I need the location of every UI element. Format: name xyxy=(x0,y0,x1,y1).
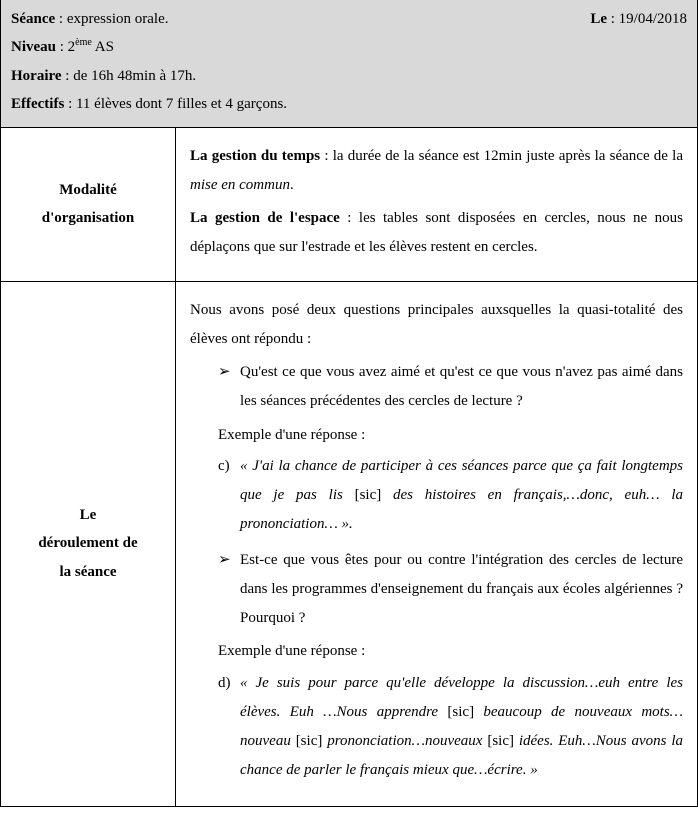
gestion-temps-label: La gestion du temps xyxy=(190,148,320,164)
example-label-2: Exemple d'une réponse : xyxy=(190,637,683,666)
niveau-sup: ème xyxy=(75,37,92,48)
example-label-1: Exemple d'une réponse : xyxy=(190,421,683,450)
gestion-temps-end: . xyxy=(290,177,294,193)
seance-label: Séance xyxy=(11,11,55,27)
modalite-content: La gestion du temps : la durée de la séa… xyxy=(176,128,698,282)
answer-d-sic3: [sic] xyxy=(487,733,514,749)
deroulement-content: Nous avons posé deux questions principal… xyxy=(176,281,698,806)
date-label: Le xyxy=(590,11,607,27)
deroulement-title-l3: la séance xyxy=(13,558,163,587)
answer-c-sic1: [sic] xyxy=(355,487,382,503)
gestion-temps: La gestion du temps : la durée de la séa… xyxy=(190,142,683,201)
answer-d-letter: d) xyxy=(218,669,231,698)
niveau-value: : 2 xyxy=(60,39,75,55)
content-table: Modalité d'organisation La gestion du te… xyxy=(1,128,697,806)
deroulement-title-l2: déroulement de xyxy=(13,529,163,558)
header-block: Séance : expression orale. Le : 19/04/20… xyxy=(1,0,697,128)
answer-c: c) « J'ai la chance de participer à ces … xyxy=(190,452,683,540)
header-row-1: Séance : expression orale. Le : 19/04/20… xyxy=(11,6,687,33)
seance-value: : expression orale. xyxy=(59,11,169,27)
answer-d-t3: prononciation…nouveaux xyxy=(322,733,487,749)
horaire-line: Horaire : de 16h 48min à 17h. xyxy=(11,62,687,91)
deroulement-title-l1: Le xyxy=(13,501,163,530)
gestion-espace: La gestion de l'espace : les tables sont… xyxy=(190,204,683,263)
gestion-temps-italic: mise en commun xyxy=(190,177,290,193)
horaire-value: : de 16h 48min à 17h. xyxy=(65,68,196,84)
modalite-title-l1: Modalité xyxy=(13,176,163,205)
row-modalite: Modalité d'organisation La gestion du te… xyxy=(1,128,697,282)
question-list-2: Est-ce que vous êtes pour ou contre l'in… xyxy=(190,546,683,634)
niveau-tail: AS xyxy=(92,39,114,55)
deroulement-title: Le déroulement de la séance xyxy=(1,281,176,806)
deroulement-intro: Nous avons posé deux questions principal… xyxy=(190,296,683,355)
effectifs-value: : 11 élèves dont 7 filles et 4 garçons. xyxy=(68,96,287,112)
answer-c-letter: c) xyxy=(218,452,230,481)
horaire-label: Horaire xyxy=(11,68,62,84)
gestion-espace-label: La gestion de l'espace xyxy=(190,210,340,226)
modalite-title: Modalité d'organisation xyxy=(1,128,176,282)
gestion-temps-text: : la durée de la séance est 12min juste … xyxy=(320,148,683,164)
answer-d: d) « Je suis pour parce qu'elle développ… xyxy=(190,669,683,786)
modalite-title-l2: d'organisation xyxy=(13,204,163,233)
effectifs-label: Effectifs xyxy=(11,96,64,112)
question-2: Est-ce que vous êtes pour ou contre l'in… xyxy=(218,546,683,634)
date-line: Le : 19/04/2018 xyxy=(590,6,687,33)
seance-line: Séance : expression orale. xyxy=(11,6,168,33)
document-container: Séance : expression orale. Le : 19/04/20… xyxy=(0,0,698,807)
niveau-line: Niveau : 2ème AS xyxy=(11,33,687,62)
question-1: Qu'est ce que vous avez aimé et qu'est c… xyxy=(218,358,683,417)
answer-d-sic1: [sic] xyxy=(447,704,474,720)
row-deroulement: Le déroulement de la séance Nous avons p… xyxy=(1,281,697,806)
question-list-1: Qu'est ce que vous avez aimé et qu'est c… xyxy=(190,358,683,417)
date-value: : 19/04/2018 xyxy=(611,11,687,27)
effectifs-line: Effectifs : 11 élèves dont 7 filles et 4… xyxy=(11,90,687,119)
answer-d-sic2: [sic] xyxy=(296,733,323,749)
niveau-label: Niveau xyxy=(11,39,56,55)
